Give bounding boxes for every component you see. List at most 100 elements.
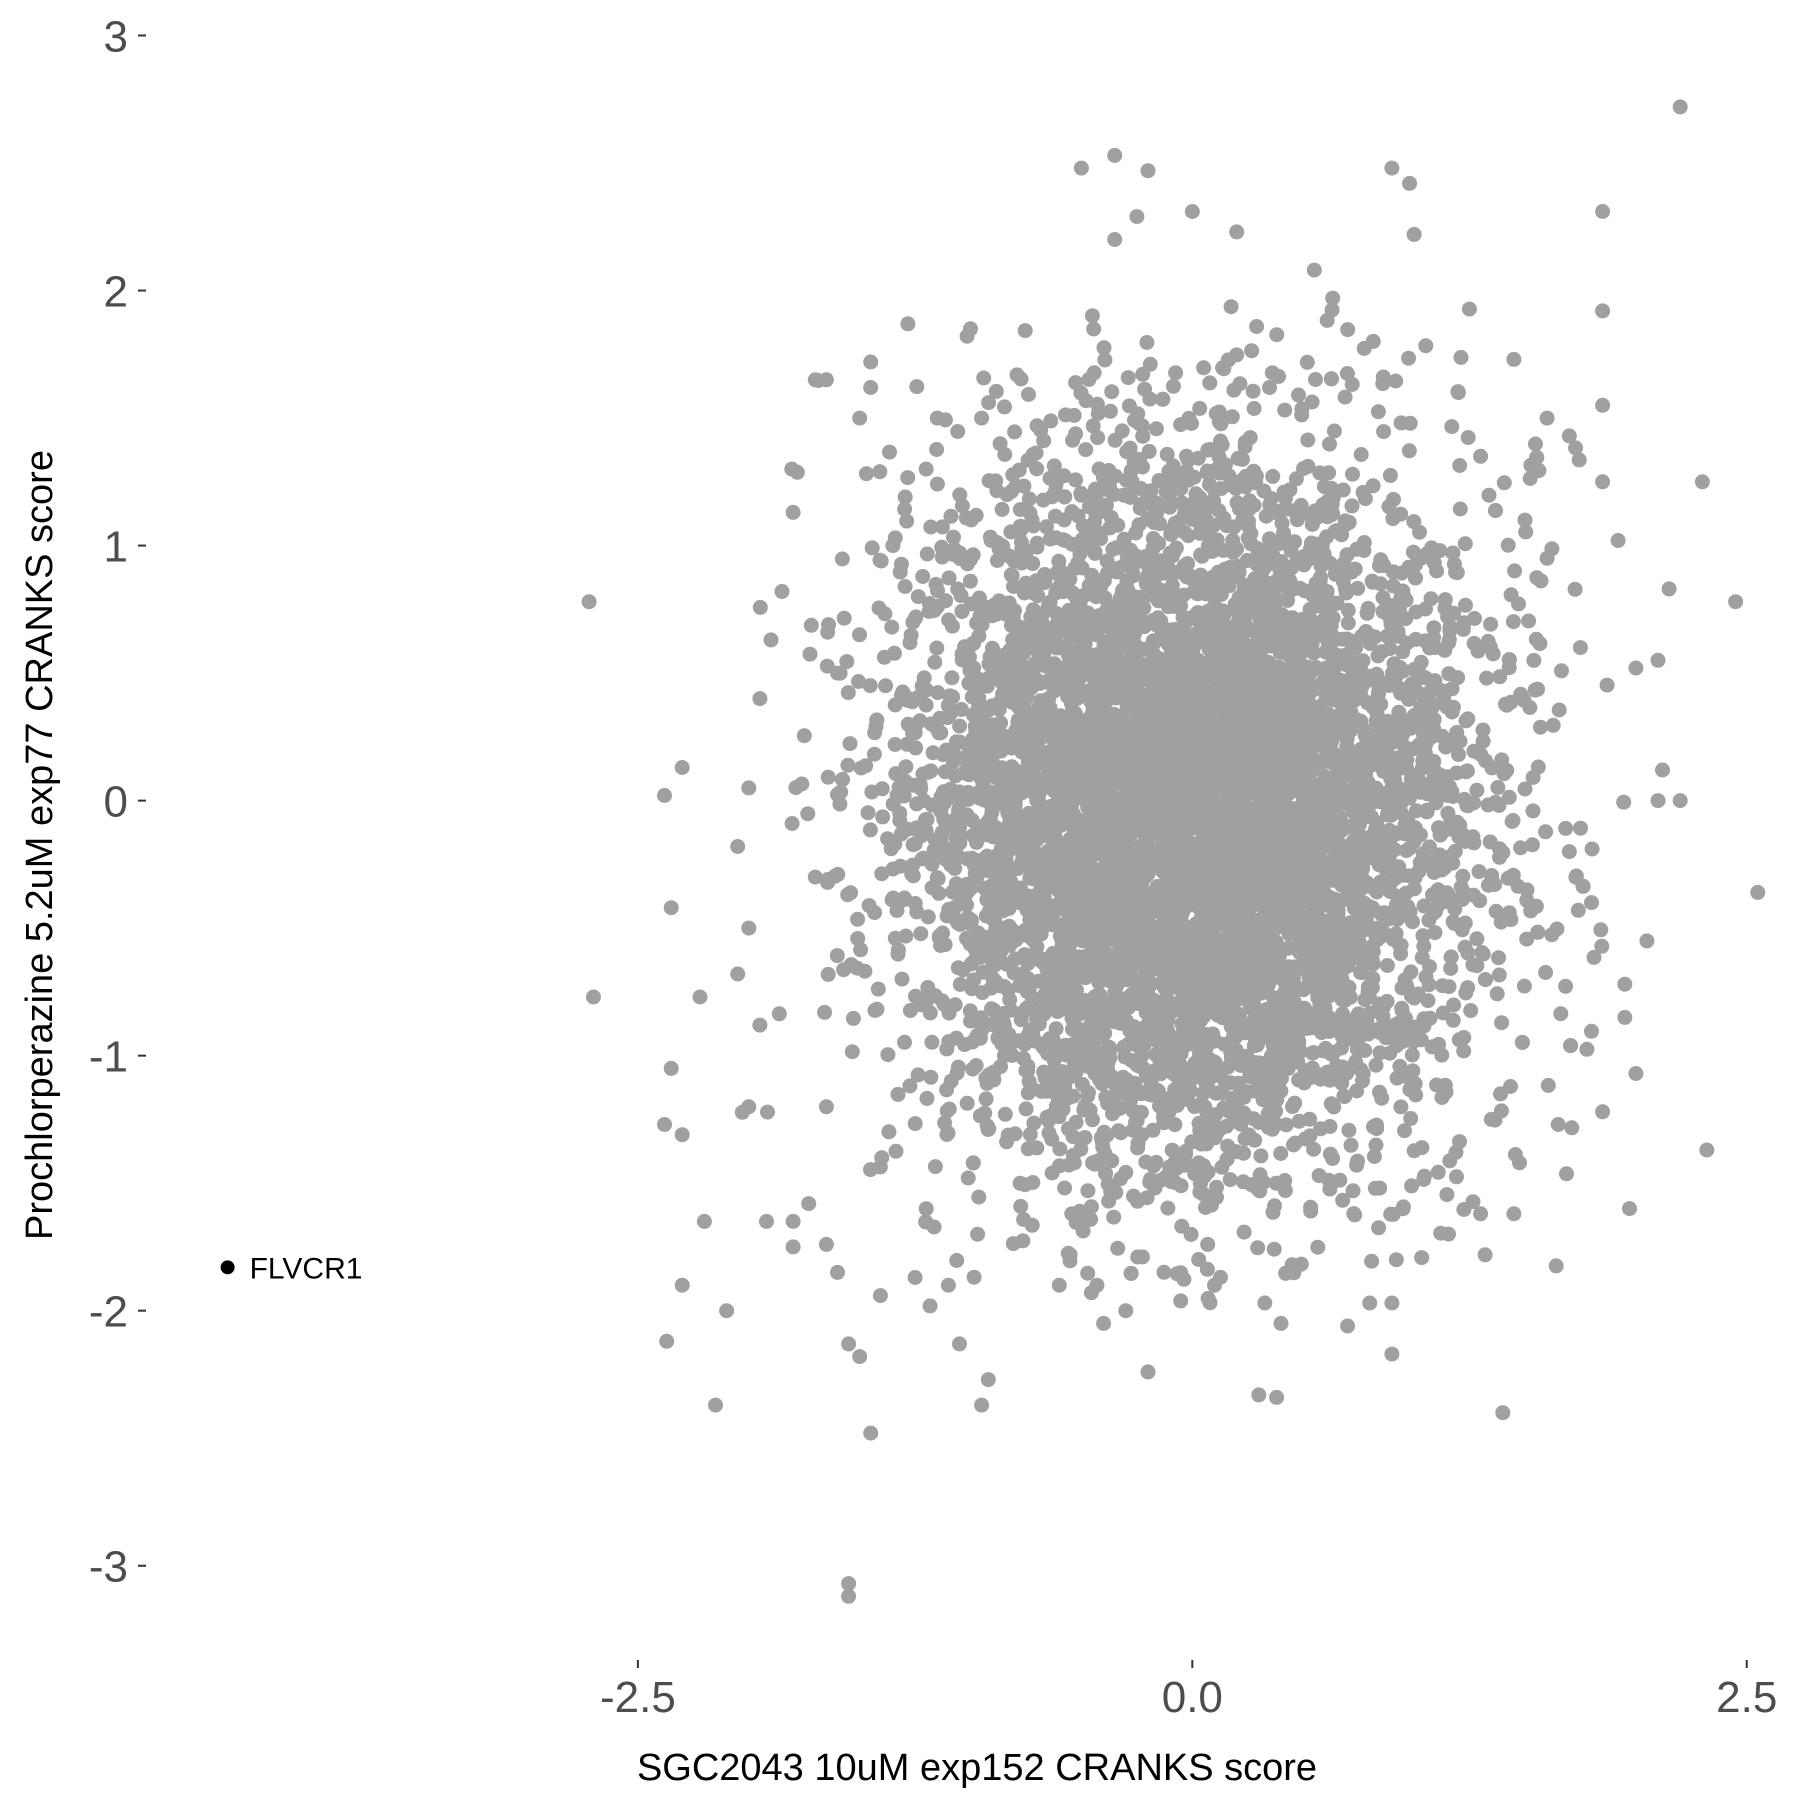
data-point	[1494, 1015, 1510, 1031]
data-point	[1416, 1168, 1432, 1184]
data-point	[1430, 1164, 1446, 1180]
data-point	[994, 501, 1010, 517]
data-point	[1022, 1126, 1038, 1142]
data-point	[1491, 967, 1507, 983]
data-point	[971, 1189, 987, 1205]
data-point	[1571, 452, 1587, 468]
data-point	[836, 610, 852, 626]
data-point	[1090, 406, 1106, 421]
data-point	[843, 885, 859, 901]
data-point	[941, 570, 957, 586]
data-point	[907, 896, 923, 911]
data-point	[817, 1004, 833, 1020]
data-point	[1214, 437, 1230, 453]
data-point	[1505, 614, 1521, 630]
data-point	[1567, 581, 1583, 597]
data-point	[1287, 1135, 1303, 1151]
data-point	[1014, 555, 1029, 571]
data-point	[1192, 1184, 1208, 1200]
data-point	[909, 379, 925, 395]
data-point	[1325, 290, 1341, 306]
data-point	[864, 540, 880, 556]
data-point	[1245, 383, 1261, 399]
data-point	[941, 901, 957, 917]
data-point	[1340, 322, 1356, 338]
data-point	[976, 370, 992, 386]
data-point	[919, 1090, 935, 1106]
data-point	[858, 758, 874, 774]
data-point	[864, 784, 880, 800]
data-point	[1257, 1295, 1273, 1311]
data-point	[1554, 663, 1569, 679]
data-point	[1190, 450, 1206, 466]
data-point	[1157, 473, 1173, 489]
data-point	[1322, 1146, 1338, 1162]
data-point	[1131, 517, 1147, 533]
data-point	[1545, 717, 1561, 733]
data-point	[839, 654, 855, 670]
data-point	[1360, 600, 1376, 616]
data-point	[1021, 387, 1036, 402]
data-point	[1244, 343, 1260, 359]
data-point	[1460, 430, 1476, 445]
data-point	[820, 624, 836, 640]
data-point	[1456, 1030, 1472, 1045]
data-point	[1164, 1142, 1180, 1158]
data-point	[989, 553, 1005, 568]
data-point	[1222, 1172, 1238, 1188]
data-point	[845, 1010, 861, 1026]
data-point	[893, 858, 908, 874]
data-point	[1332, 1172, 1348, 1188]
data-point	[1538, 965, 1554, 980]
data-point	[1448, 1144, 1464, 1160]
data-point	[1219, 1003, 1235, 1019]
data-point	[1052, 1141, 1068, 1157]
data-point	[1302, 1128, 1318, 1144]
data-point	[1043, 413, 1059, 429]
data-point	[1104, 1153, 1120, 1169]
data-point	[1078, 442, 1094, 458]
data-point	[937, 1115, 953, 1131]
data-point	[850, 931, 866, 946]
data-point	[1435, 1005, 1451, 1021]
data-point	[850, 911, 866, 927]
data-point	[952, 718, 968, 734]
data-point	[1469, 931, 1485, 947]
data-point	[1548, 1258, 1564, 1274]
data-point	[1503, 587, 1519, 603]
data-point	[988, 383, 1004, 399]
data-point	[1501, 789, 1517, 805]
data-point	[1345, 466, 1360, 482]
data-point	[1075, 1223, 1091, 1239]
data-point	[1469, 782, 1485, 798]
data-point	[1453, 349, 1469, 365]
data-point	[1344, 498, 1360, 514]
data-point	[1287, 959, 1303, 975]
data-point	[1230, 450, 1246, 466]
data-point	[1012, 619, 1028, 635]
data-point	[1483, 616, 1499, 632]
data-point	[1145, 1122, 1161, 1138]
data-point	[997, 1106, 1013, 1122]
data-point	[843, 957, 859, 973]
data-point	[1202, 375, 1218, 391]
data-point	[877, 606, 893, 622]
data-point	[1418, 601, 1433, 617]
data-point	[946, 529, 961, 545]
data-point	[1445, 545, 1461, 561]
data-point	[1020, 1058, 1036, 1074]
data-point	[1051, 553, 1067, 569]
data-point	[1507, 563, 1523, 579]
data-point	[1319, 509, 1335, 525]
data-point	[1500, 696, 1516, 712]
data-point	[1013, 1198, 1029, 1214]
data-point	[1052, 1158, 1067, 1174]
data-point	[1427, 925, 1443, 941]
data-point	[1336, 1088, 1352, 1104]
data-point	[1401, 443, 1417, 459]
data-point	[1466, 835, 1482, 851]
data-point	[1080, 1265, 1096, 1281]
data-point	[1073, 1141, 1089, 1157]
data-point	[820, 872, 836, 887]
